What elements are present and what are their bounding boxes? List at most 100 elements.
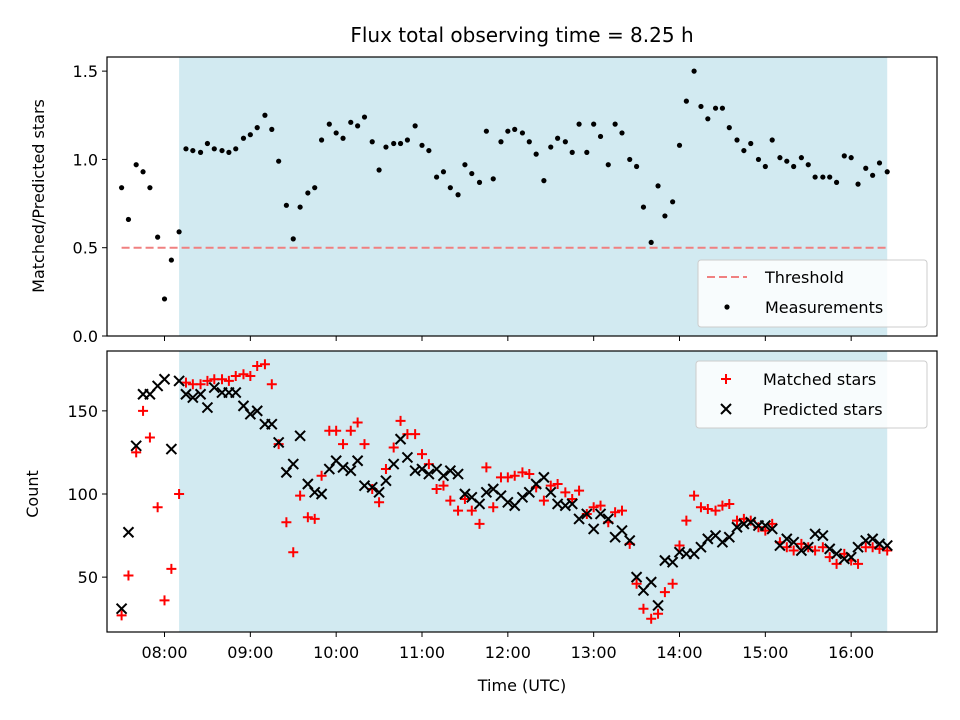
measurement-point: [505, 128, 511, 134]
measurement-point: [440, 169, 447, 175]
matched-point: [517, 467, 528, 478]
measurement-point: [855, 181, 861, 187]
predicted-point: [573, 513, 585, 525]
measurement-point: [584, 149, 590, 155]
measurement-point: [412, 123, 418, 129]
predicted-point: [802, 541, 814, 553]
measurement-point: [633, 163, 640, 170]
measurement-point: [190, 147, 196, 154]
measurement-point: [133, 162, 139, 168]
matched-point: [438, 480, 449, 491]
measurement-point: [748, 140, 754, 147]
measurement-point: [219, 147, 225, 154]
measurement-point: [605, 162, 611, 168]
matched-point: [502, 472, 513, 483]
measurement-point: [404, 137, 411, 143]
matched-point: [689, 490, 700, 501]
predicted-point: [302, 478, 314, 490]
predicted-point: [723, 531, 735, 543]
top-y-tick-label: 1.0: [73, 150, 98, 169]
matched-point: [695, 502, 706, 513]
legend-threshold-label: Threshold: [764, 268, 844, 287]
measurement-point: [147, 185, 153, 191]
matched-point: [674, 540, 685, 551]
predicted-point: [201, 401, 214, 414]
matched-point: [266, 379, 277, 390]
measurement-point: [719, 105, 726, 111]
top-y-tick-label: 1.5: [73, 62, 98, 81]
measurement-point: [155, 234, 161, 240]
matched-point: [174, 488, 185, 499]
measurement-point: [383, 144, 389, 150]
predicted-point: [115, 603, 128, 615]
measurement-point: [240, 135, 247, 141]
top-legend: Threshold Measurements: [697, 259, 928, 328]
predicted-point: [194, 388, 207, 400]
measurement-point: [361, 114, 368, 120]
predicted-point: [731, 521, 743, 533]
x-tick-label: 15:00: [742, 643, 788, 662]
predicted-point: [630, 571, 643, 583]
measurement-point: [741, 147, 747, 154]
measurement-point: [655, 183, 661, 189]
measurement-point: [262, 112, 268, 118]
matched-point: [116, 610, 127, 621]
predicted-point: [652, 599, 664, 612]
matched-point: [509, 470, 520, 481]
measurement-point: [397, 140, 404, 147]
measurement-point: [419, 142, 425, 148]
predicted-point: [287, 458, 299, 470]
matched-point: [138, 405, 149, 416]
measurement-point: [569, 149, 575, 155]
measurement-point: [683, 98, 689, 104]
matched-point: [466, 505, 477, 516]
predicted-point: [587, 523, 600, 535]
predicted-point: [452, 468, 464, 480]
legend-measurements-swatch: [724, 304, 730, 310]
matched-point: [123, 570, 134, 581]
x-axis-label: Time (UTC): [477, 676, 566, 695]
legend-box: [697, 259, 928, 328]
measurement-point: [297, 204, 303, 210]
measurement-point: [233, 146, 239, 152]
measurement-point: [698, 103, 704, 110]
matched-point: [144, 432, 155, 443]
predicted-point: [545, 486, 557, 499]
predicted-point: [817, 529, 829, 542]
measurement-point: [762, 163, 768, 170]
predicted-point: [309, 486, 321, 499]
matched-point: [252, 360, 263, 371]
matched-point: [273, 439, 284, 450]
matched-point: [338, 439, 349, 450]
measurement-point: [769, 137, 775, 143]
measurement-point: [755, 156, 762, 163]
x-tick-label: 14:00: [656, 643, 702, 662]
predicted-point: [173, 375, 185, 387]
measurement-point: [433, 174, 440, 180]
matched-point: [223, 375, 234, 386]
matched-point: [781, 542, 792, 553]
predicted-point: [423, 468, 435, 480]
predicted-point: [437, 469, 450, 482]
predicted-point: [860, 534, 872, 547]
predicted-point: [480, 486, 493, 499]
matched-point: [767, 518, 778, 529]
matched-point: [560, 487, 571, 498]
measurement-point: [619, 130, 625, 136]
measurement-point: [140, 169, 146, 175]
legend-measurements-label: Measurements: [765, 298, 883, 317]
matched-point: [552, 479, 563, 490]
measurement-point: [662, 213, 668, 219]
predicted-point: [716, 536, 729, 548]
matched-point: [545, 480, 556, 491]
measurement-point: [712, 105, 719, 111]
predicted-point: [473, 498, 486, 510]
predicted-point: [323, 463, 336, 475]
measurement-point: [211, 146, 217, 152]
matched-point: [788, 545, 799, 556]
measurement-point: [312, 185, 318, 191]
predicted-point: [373, 486, 385, 499]
x-tick-label: 09:00: [227, 643, 273, 662]
matched-point: [410, 429, 421, 440]
predicted-point: [351, 455, 364, 467]
